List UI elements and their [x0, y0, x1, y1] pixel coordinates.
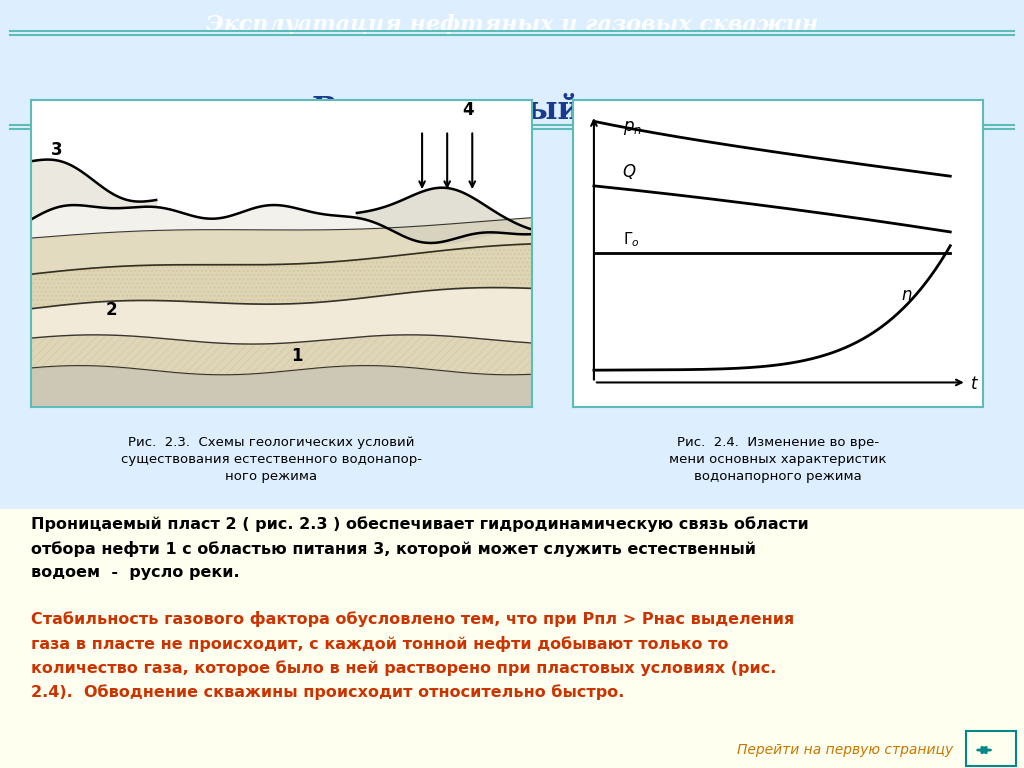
Text: t: t	[971, 375, 977, 392]
Text: n: n	[901, 286, 911, 303]
Text: Рис.  2.4.  Изменение во вре-
мени основных характеристик
водонапорного режима: Рис. 2.4. Изменение во вре- мени основны…	[670, 436, 887, 483]
Text: Стабильность газового фактора обусловлено тем, что при Рпл > Рнас выделения
газа: Стабильность газового фактора обусловлен…	[31, 611, 794, 700]
Text: $\Gamma_o$: $\Gamma_o$	[623, 230, 639, 249]
Text: Эксплуатация нефтяных и газовых скважин: Эксплуатация нефтяных и газовых скважин	[206, 14, 818, 36]
Text: Проницаемый пласт 2 ( рис. 2.3 ) обеспечивает гидродинамическую связь области
от: Проницаемый пласт 2 ( рис. 2.3 ) обеспеч…	[31, 517, 809, 580]
FancyBboxPatch shape	[0, 509, 1024, 768]
Text: 3: 3	[51, 141, 62, 159]
Text: Q: Q	[623, 163, 636, 180]
Text: Водонапорный режим: Водонапорный режим	[312, 93, 712, 126]
Text: $p_n$: $p_n$	[623, 118, 642, 137]
Text: Рис.  2.3.  Схемы геологических условий
существования естественного водонапор-
н: Рис. 2.3. Схемы геологических условий су…	[121, 436, 422, 483]
Text: 1: 1	[292, 347, 303, 365]
Text: 4: 4	[462, 101, 474, 119]
Text: Перейти на первую страницу: Перейти на первую страницу	[737, 743, 953, 757]
Text: 2: 2	[106, 301, 118, 319]
